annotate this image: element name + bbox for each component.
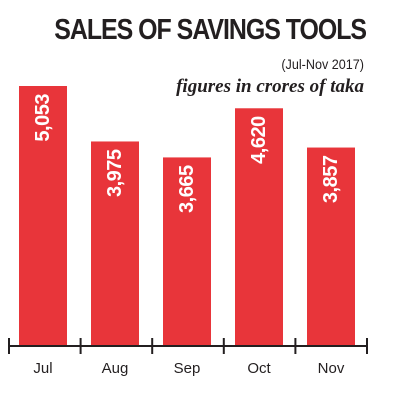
bar-value-label: 3,665 — [176, 165, 198, 213]
x-tick-label-aug: Aug — [102, 360, 129, 377]
bar-jul — [19, 86, 67, 346]
x-tick-label-jul: Jul — [33, 360, 52, 377]
units-note: figures in crores of taka — [176, 76, 364, 97]
bar-sep — [163, 157, 211, 346]
bar-value-label: 3,857 — [320, 155, 342, 203]
bar-nov — [307, 147, 355, 346]
bar-value-label: 5,053 — [32, 94, 54, 142]
chart-subtitle: (Jul-Nov 2017) — [281, 56, 364, 72]
chart-title: SALES OF SAVINGS TOOLS — [54, 14, 367, 46]
x-tick-label-nov: Nov — [318, 360, 345, 377]
bar-value-label: 3,975 — [104, 149, 126, 197]
bar-value-label: 4,620 — [248, 116, 270, 164]
x-tick-label-oct: Oct — [247, 360, 271, 377]
x-tick-label-sep: Sep — [174, 360, 201, 377]
bar-aug — [91, 141, 139, 346]
bar-oct — [235, 108, 283, 346]
